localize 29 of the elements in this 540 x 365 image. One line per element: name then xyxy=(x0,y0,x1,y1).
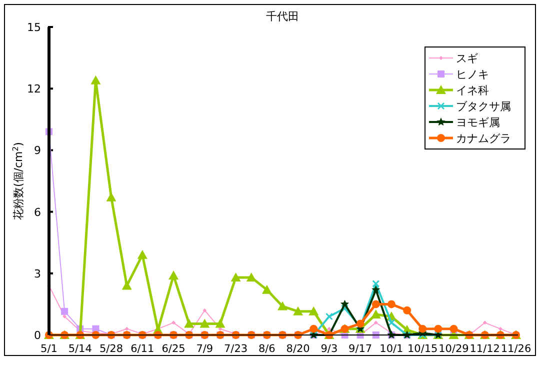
y-tick-label: 3 xyxy=(34,267,41,280)
x-tick-label: 6/25 xyxy=(162,343,186,355)
y-tick-label: 0 xyxy=(34,329,41,342)
x-tick-label: 7/23 xyxy=(224,343,248,355)
legend-label: ブタクサ属 xyxy=(456,100,511,113)
x-tick-label: 6/11 xyxy=(130,343,154,355)
x-tick-label: 10/15 xyxy=(407,343,438,355)
x-tick-label: 10/29 xyxy=(438,343,469,355)
y-tick-label: 12 xyxy=(27,82,41,96)
x-tick-label: 9/3 xyxy=(320,343,338,355)
x-tick-label: 8/20 xyxy=(286,343,310,355)
legend-label: カナムグラ xyxy=(456,132,511,145)
legend-label: ヨモギ属 xyxy=(456,116,500,129)
legend-label: スギ xyxy=(456,52,478,65)
x-tick-label: 11/26 xyxy=(500,343,532,355)
y-tick-label: 9 xyxy=(34,144,41,158)
x-tick-label: 5/1 xyxy=(40,343,58,355)
y-tick-label: 6 xyxy=(34,206,41,219)
x-tick-label: 5/28 xyxy=(99,343,124,355)
x-tick-label: 5/14 xyxy=(68,343,92,355)
x-tick-label: 8/6 xyxy=(258,343,276,355)
x-tick-label: 10/1 xyxy=(380,343,404,355)
x-tick-label: 11/12 xyxy=(470,343,500,355)
x-tick-label: 9/17 xyxy=(348,343,372,355)
y-tick-label: 15 xyxy=(27,21,41,34)
legend-label: ヒノキ xyxy=(456,68,489,81)
chart-title: 千代田 xyxy=(266,10,299,23)
x-tick-label: 7/9 xyxy=(196,343,214,355)
legend-label: イネ科 xyxy=(456,84,489,97)
